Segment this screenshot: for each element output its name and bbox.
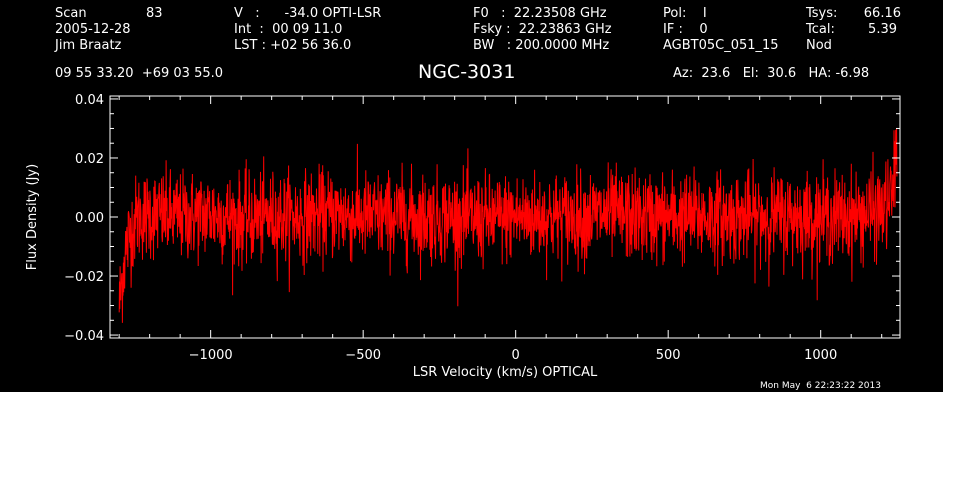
source-coordinates: 09 55 33.20 +69 03 55.0 (55, 66, 224, 81)
x-tick-label: 0 (512, 348, 520, 363)
sky-frequency: Fsky : 22.23863 GHz (473, 22, 612, 37)
project-id: AGBT05C_051_15 (663, 38, 779, 53)
if-number: IF : 0 (663, 22, 708, 37)
velocity-info: V : -34.0 OPTI-LSR (234, 6, 382, 21)
spectrum-line (118, 128, 898, 323)
x-tick-label: 1000 (804, 348, 837, 363)
rest-frequency: F0 : 22.23508 GHz (473, 6, 607, 21)
x-tick-label: 500 (656, 348, 681, 363)
y-tick-label: −0.04 (64, 329, 104, 344)
x-axis-label: LSR Velocity (km/s) OPTICAL (413, 365, 598, 380)
tcal-label: Tcal: (806, 22, 835, 37)
observer-name: Jim Braatz (55, 38, 122, 53)
y-tick-label: 0.02 (75, 152, 104, 167)
tsys-value: 66.16 (863, 6, 901, 21)
y-tick-label: 0.04 (75, 93, 104, 108)
scan-number: 83 (146, 6, 163, 21)
source-name: NGC-3031 (418, 61, 516, 83)
x-tick-label: −500 (345, 348, 381, 363)
integration-time: Int : 00 09 11.0 (234, 22, 343, 37)
az-el-ha: Az: 23.6 El: 30.6 HA: -6.98 (673, 66, 870, 81)
tcal-value: 5.39 (868, 22, 897, 37)
x-tick-label: −1000 (189, 348, 233, 363)
y-tick-label: −0.02 (64, 270, 104, 285)
tsys-label: Tsys: (806, 6, 838, 21)
spectrum-chart: −1000 −500 0 500 1000 −0.04 −0.02 0.00 0.02 0.04 L… (25, 93, 901, 380)
y-axis-label: Flux Density (Jy) (25, 164, 40, 270)
polarization: Pol: I (663, 6, 707, 21)
y-tick-label: 0.00 (75, 211, 104, 226)
timestamp: Mon May 6 22:23:22 2013 (760, 381, 881, 391)
observation-date: 2005-12-28 (55, 22, 131, 37)
observing-mode: Nod (806, 38, 832, 53)
scan-label: Scan (55, 6, 87, 21)
plot-window: Scan 83 2005-12-28 Jim Braatz V : -34.0 … (0, 0, 943, 392)
bandwidth: BW : 200.0000 MHz (473, 38, 610, 53)
lst-info: LST : +02 56 36.0 (234, 38, 352, 53)
